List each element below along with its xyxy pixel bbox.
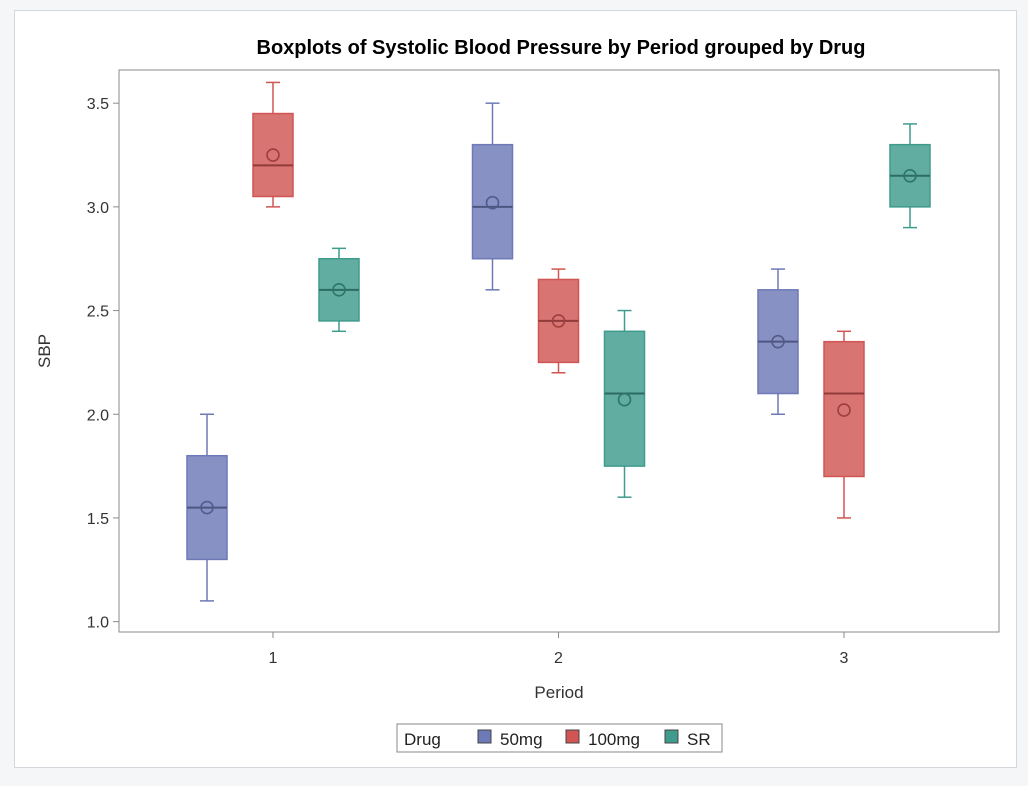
- mean-marker: [551, 314, 566, 328]
- legend: Drug 50mg 100mg SR: [396, 723, 723, 753]
- box-50mg-period-2: [471, 102, 514, 291]
- box-50mg-period-3: [757, 268, 799, 416]
- legend-label: SR: [687, 730, 711, 749]
- legend-item-SR: SR: [664, 729, 711, 749]
- y-tick-label: 3.5: [87, 96, 109, 113]
- box-100mg-period-1: [252, 81, 294, 208]
- iqr-box: [603, 330, 646, 467]
- y-axis: 1.0 1.5 2.0 2.5 3.0 3.5: [87, 96, 119, 632]
- y-axis-label: SBP: [35, 334, 54, 368]
- mean-marker: [771, 334, 785, 349]
- x-tick-label: 3: [840, 650, 849, 667]
- x-tick-label: 1: [269, 650, 278, 667]
- box-SR-period-2: [603, 309, 646, 498]
- mean-marker: [332, 283, 346, 297]
- y-tick-label: 1.0: [87, 615, 109, 632]
- mean-marker: [617, 392, 632, 407]
- x-axis-label: Period: [534, 683, 583, 702]
- iqr-box: [471, 143, 514, 260]
- mean-marker: [485, 195, 500, 210]
- box-100mg-period-2: [537, 268, 580, 374]
- y-tick-label: 1.5: [87, 511, 109, 528]
- legend-title: Drug: [404, 730, 441, 749]
- legend-label: 50mg: [500, 730, 543, 749]
- box-100mg-period-3: [823, 330, 865, 519]
- iqr-box: [252, 112, 294, 198]
- x-axis: 1 2 3: [269, 632, 849, 667]
- legend-label: 100mg: [588, 730, 640, 749]
- box-SR-period-1: [318, 247, 360, 333]
- mean-marker: [903, 168, 917, 183]
- y-tick-label: 2.0: [87, 407, 109, 424]
- iqr-box: [823, 340, 865, 478]
- legend-item-100mg: 100mg: [565, 729, 640, 749]
- boxplot-series: [186, 81, 931, 602]
- legend-swatch: [477, 729, 492, 744]
- y-tick-label: 2.5: [87, 304, 109, 321]
- legend-items: 50mg 100mg SR: [477, 729, 711, 749]
- x-tick-label: 2: [554, 650, 563, 667]
- box-50mg-period-1: [186, 413, 228, 602]
- legend-swatch: [565, 729, 580, 744]
- mean-marker: [200, 500, 214, 515]
- y-tick-label: 3.0: [87, 200, 109, 217]
- mean-marker: [837, 403, 851, 417]
- box-SR-period-3: [889, 123, 931, 229]
- chart-title: Boxplots of Systolic Blood Pressure by P…: [257, 37, 866, 59]
- legend-swatch: [664, 729, 679, 744]
- legend-item-50mg: 50mg: [477, 729, 543, 749]
- mean-marker: [266, 148, 280, 162]
